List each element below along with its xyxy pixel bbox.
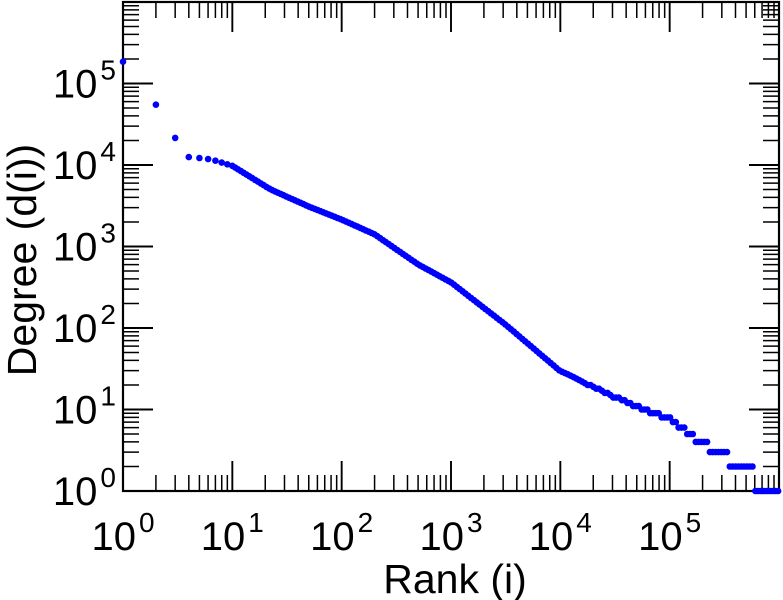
x-tick-labels: 10 0 10 1 10 2 10 3 10 4 10 5 — [91, 507, 701, 559]
minor-tick-marks — [123, 2, 779, 491]
x-axis-title: Rank (i) — [383, 556, 527, 600]
y-tick-label: 10 2 — [53, 299, 116, 351]
x-tick-label: 10 1 — [201, 507, 264, 559]
x-tick-label: 10 5 — [638, 507, 701, 559]
data-points — [119, 58, 782, 495]
plot-frame — [121, 0, 781, 493]
x-tick-label: 10 0 — [91, 507, 154, 559]
data-point — [672, 418, 680, 426]
data-point — [723, 448, 731, 456]
y-tick-label: 10 1 — [53, 381, 116, 433]
x-tick-label: 10 4 — [529, 507, 592, 559]
data-point — [152, 101, 160, 108]
y-tick-label: 10 0 — [53, 462, 116, 514]
y-tick-label: 10 4 — [53, 136, 116, 188]
data-point — [212, 157, 219, 164]
major-tick-marks — [122, 1, 780, 492]
data-point — [204, 155, 212, 163]
data-point — [218, 159, 225, 166]
data-point — [119, 58, 127, 65]
data-point — [703, 438, 711, 446]
data-point — [749, 463, 756, 470]
y-axis-title: Degree (d(i)) — [0, 144, 45, 376]
y-tick-label: 10 3 — [53, 218, 116, 270]
y-tick-label: 10 5 — [53, 55, 116, 107]
data-point — [185, 153, 193, 161]
data-point — [224, 161, 231, 168]
data-point — [171, 134, 179, 142]
data-point — [774, 487, 782, 495]
data-point — [681, 424, 688, 431]
data-point — [196, 154, 203, 162]
x-tick-label: 10 2 — [310, 507, 373, 559]
x-tick-label: 10 3 — [419, 507, 482, 559]
data-point — [689, 430, 697, 438]
